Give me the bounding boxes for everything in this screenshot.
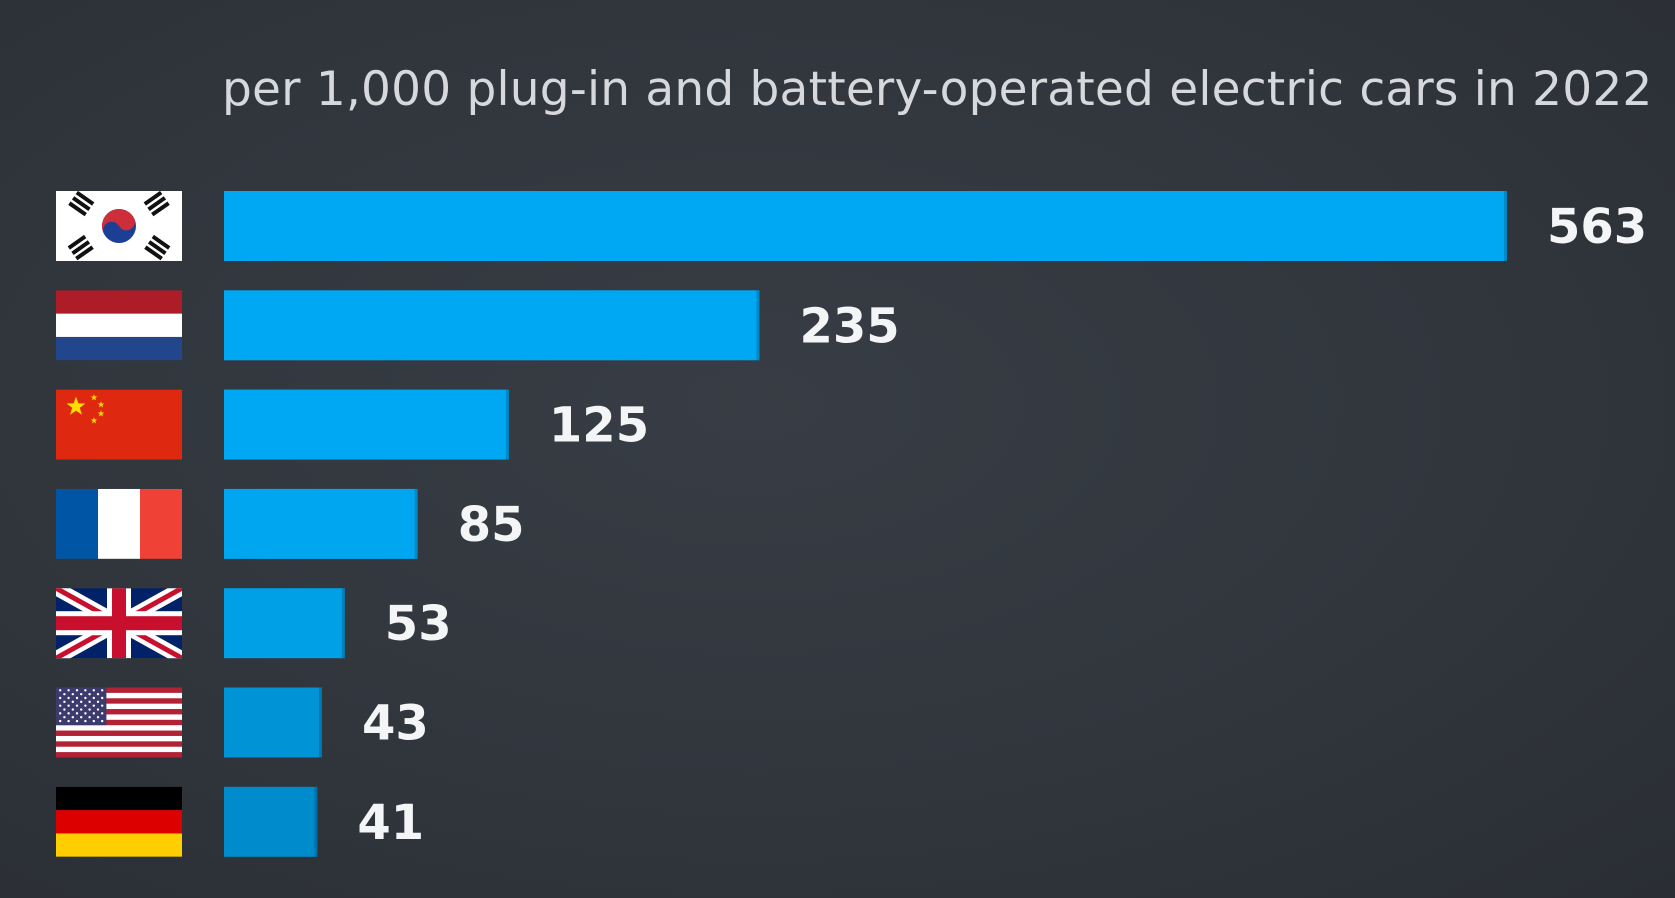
bar-germany <box>224 786 318 857</box>
bar-netherlands <box>224 290 760 361</box>
value-label: 43 <box>362 696 429 752</box>
value-label: 235 <box>800 298 900 354</box>
flag-france-icon <box>56 488 182 559</box>
flag-south-korea-icon <box>56 191 182 261</box>
flag-united-states-icon <box>56 687 182 758</box>
bar-france <box>224 488 418 559</box>
bar-united-states <box>224 687 322 758</box>
value-label: 85 <box>458 497 525 553</box>
flag-germany-icon <box>56 786 182 857</box>
bar-edge <box>756 290 760 361</box>
bar-united-kingdom <box>224 588 345 659</box>
bar-edge <box>414 488 418 559</box>
bar-edge <box>505 389 509 460</box>
bar-edge <box>319 687 322 758</box>
value-label: 125 <box>549 398 649 454</box>
flag-china-icon <box>56 389 182 460</box>
value-label: 53 <box>385 596 452 652</box>
bar-china <box>224 389 509 460</box>
bar-south-korea <box>224 191 1507 261</box>
bar-edge <box>1504 191 1507 261</box>
bar-edge <box>341 588 345 659</box>
chart-subtitle: per 1,000 plug-in and battery-operated e… <box>222 62 1653 117</box>
value-label: 563 <box>1547 199 1647 255</box>
flag-netherlands-icon <box>56 290 182 361</box>
flag-united-kingdom-icon <box>56 588 182 659</box>
value-label: 41 <box>357 795 424 851</box>
bar-edge <box>314 786 318 857</box>
